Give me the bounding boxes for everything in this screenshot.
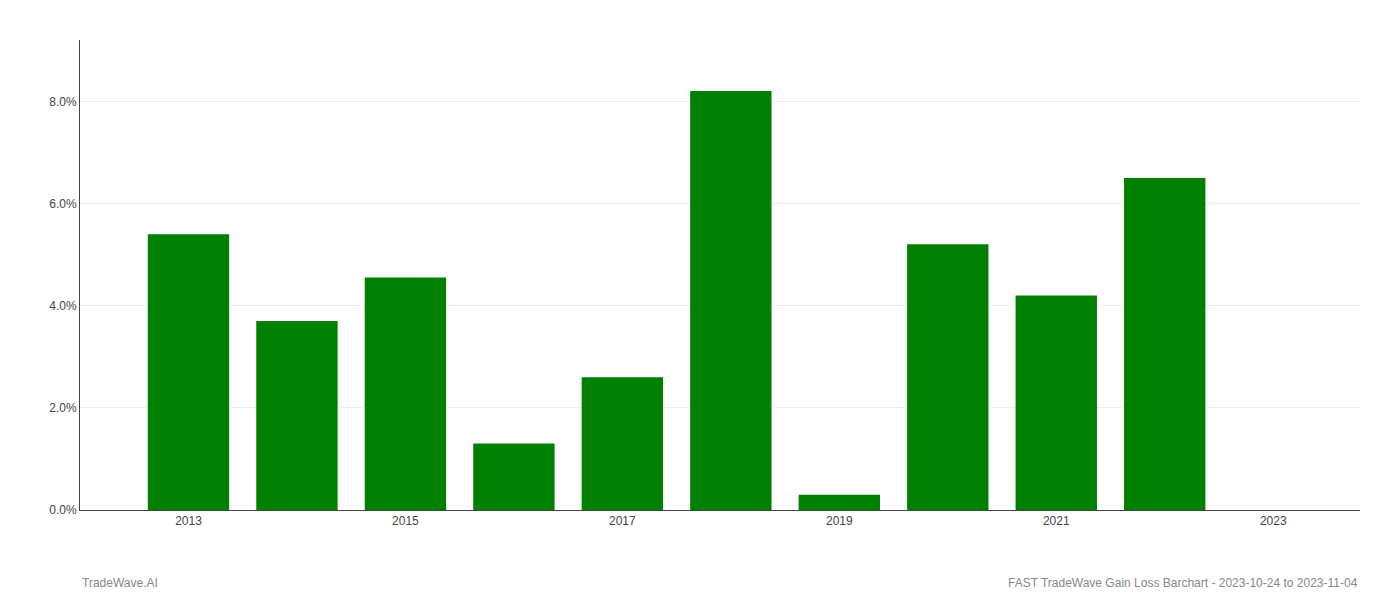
svg-text:6.0%: 6.0% [49,197,77,211]
svg-text:2.0%: 2.0% [49,401,77,415]
svg-text:2021: 2021 [1043,514,1070,528]
svg-text:TradeWave.AI: TradeWave.AI [82,576,158,590]
svg-text:0.0%: 0.0% [49,503,77,517]
svg-text:2019: 2019 [826,514,853,528]
svg-text:FAST TradeWave Gain Loss Barch: FAST TradeWave Gain Loss Barchart - 2023… [1008,576,1358,590]
svg-text:2023: 2023 [1260,514,1287,528]
svg-text:4.0%: 4.0% [49,299,77,313]
svg-text:2013: 2013 [175,514,202,528]
svg-text:2017: 2017 [609,514,636,528]
svg-text:2015: 2015 [392,514,419,528]
svg-text:8.0%: 8.0% [49,95,77,109]
